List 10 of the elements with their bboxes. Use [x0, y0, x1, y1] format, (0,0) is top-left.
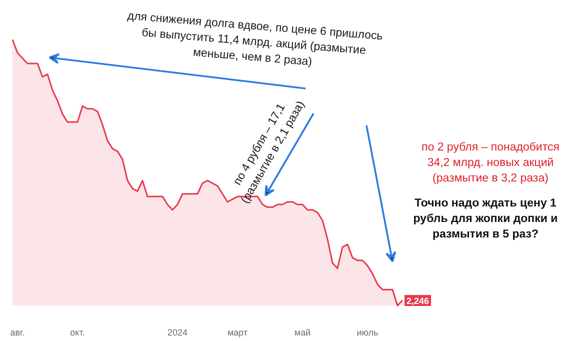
x-tick-label: июль: [356, 328, 379, 338]
annotation: для снижения долга вдвое, по цене 6 пришлось бы выпустить 11,4 млрд. акций (размытие меньше, чем в 2 раза): [126, 10, 384, 68]
x-tick-label: окт.: [70, 328, 85, 338]
x-tick-label: 2024: [167, 328, 188, 338]
x-tick-label: май: [294, 328, 311, 338]
text: 2,246: [406, 296, 430, 306]
x-tick-label: март: [227, 328, 248, 338]
text: по 2 рубля – понадобится 34,2 млрд. новых акций (размытие в 3,2 раза): [422, 142, 560, 185]
x-tick-label: авг.: [10, 328, 25, 338]
text: Точно надо ждать цену 1 рубль для жопки допки и размытия в 5 раз?: [413, 198, 558, 241]
